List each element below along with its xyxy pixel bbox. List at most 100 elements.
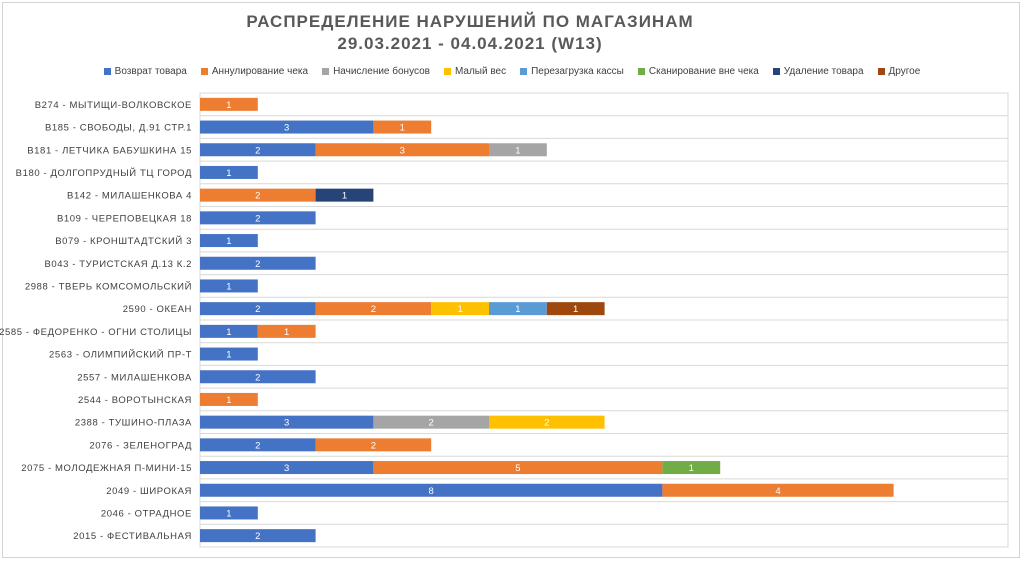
bar-segment xyxy=(200,392,258,406)
data-label: 2 xyxy=(255,145,260,156)
bar-segment xyxy=(200,302,316,316)
bar-segment xyxy=(200,234,258,248)
category-label: 2388 - ТУШИНО-ПЛАЗА xyxy=(75,418,192,429)
bar-segment xyxy=(200,415,374,429)
data-label: 3 xyxy=(284,123,289,134)
category-label: B181 - ЛЕТЧИКА БАБУШКИНА 15 xyxy=(27,145,192,156)
data-label: 1 xyxy=(226,350,231,361)
bar-segment xyxy=(662,483,894,497)
bar-segment xyxy=(200,97,258,111)
bar-segment xyxy=(431,302,489,316)
legend-label: Перезагрузка кассы xyxy=(531,66,624,77)
data-label: 2 xyxy=(544,418,549,429)
bar-segment xyxy=(373,415,489,429)
bar-segment xyxy=(200,461,374,475)
bar-segment xyxy=(200,143,316,157)
legend-swatch xyxy=(637,68,645,75)
bar-segment xyxy=(200,120,374,134)
data-label: 1 xyxy=(226,281,231,292)
category-label: 2557 - МИЛАШЕНКОВА xyxy=(77,372,192,383)
data-label: 1 xyxy=(573,304,578,315)
legend-item: Удаление товара xyxy=(772,66,864,77)
category-label: B043 - ТУРИСТСКАЯ Д.13 К.2 xyxy=(44,259,192,270)
legend-item: Начисление бонусов xyxy=(322,66,430,77)
bar-segment xyxy=(200,324,258,338)
data-label: 2 xyxy=(255,304,260,315)
chart-title: РАСПРЕДЕЛЕНИЕ НАРУШЕНИЙ ПО МАГАЗИНАМ xyxy=(246,12,694,31)
legend-label: Другое xyxy=(888,66,921,77)
data-label: 3 xyxy=(284,463,289,474)
data-label: 1 xyxy=(226,236,231,247)
bar-segment xyxy=(200,165,258,179)
legend-item: Аннулирование чека xyxy=(200,66,309,77)
bar-segment xyxy=(315,188,374,202)
category-label: 2544 - ВОРОТЫНСКАЯ xyxy=(78,395,192,406)
bar-segment xyxy=(489,302,547,316)
data-label: 2 xyxy=(255,213,260,224)
legend-swatch xyxy=(443,68,451,75)
data-label: 1 xyxy=(226,100,231,111)
data-label: 1 xyxy=(689,463,694,474)
data-label: 1 xyxy=(342,191,347,202)
data-label: 1 xyxy=(515,304,520,315)
data-label: 2 xyxy=(429,418,434,429)
category-label: 2585 - ФЕДОРЕНКО - ОГНИ СТОЛИЦЫ xyxy=(0,327,192,338)
category-label: 2076 - ЗЕЛЕНОГРАД xyxy=(89,440,192,451)
bar-segment xyxy=(373,120,432,134)
bar-segment xyxy=(489,143,547,157)
bar-segment xyxy=(546,302,605,316)
data-label: 1 xyxy=(515,145,520,156)
data-label: 4 xyxy=(775,486,780,497)
bar-segment xyxy=(489,415,605,429)
legend-swatch xyxy=(103,68,111,75)
data-label: 1 xyxy=(226,395,231,406)
data-label: 1 xyxy=(226,508,231,519)
data-label: 2 xyxy=(255,191,260,202)
legend-item: Малый вес xyxy=(443,66,507,77)
category-label: B180 - ДОЛГОПРУДНЫЙ ТЦ ГОРОД xyxy=(16,167,192,179)
bar-segment xyxy=(200,347,258,361)
category-label: 2049 - ШИРОКАЯ xyxy=(106,486,192,497)
bar-segment xyxy=(200,211,316,225)
legend-item: Возврат товара xyxy=(103,66,187,77)
category-label: 2563 - ОЛИМПИЙСКИЙ ПР-Т xyxy=(49,349,192,361)
bar-segment xyxy=(200,256,316,270)
category-label: B142 - МИЛАШЕНКОВА 4 xyxy=(67,191,192,202)
data-label: 8 xyxy=(429,486,434,497)
legend-label: Удаление товара xyxy=(783,66,864,77)
data-label: 2 xyxy=(371,440,376,451)
legend-swatch xyxy=(322,68,330,75)
bar-segment xyxy=(200,370,316,384)
legend-item: Перезагрузка кассы xyxy=(520,66,624,77)
legend-label: Аннулирование чека xyxy=(211,66,309,77)
chart-legend: Возврат товара Аннулирование чека Начислен… xyxy=(0,66,1024,77)
legend-swatch xyxy=(772,68,780,75)
bar-segment xyxy=(315,438,432,452)
data-label: 1 xyxy=(284,327,289,338)
legend-swatch xyxy=(877,68,885,75)
data-label: 3 xyxy=(284,418,289,429)
data-label: 1 xyxy=(226,168,231,179)
category-label: 2075 - МОЛОДЕЖНАЯ П-МИНИ-15 xyxy=(21,463,192,474)
bar-segment xyxy=(373,461,663,475)
legend-label: Сканирование вне чека xyxy=(648,66,759,77)
category-label: 2590 - ОКЕАН xyxy=(123,304,192,315)
legend-label: Малый вес xyxy=(454,66,507,77)
bar-segment xyxy=(200,438,316,452)
bar-segment xyxy=(200,188,316,202)
legend-item: Другое xyxy=(877,66,921,77)
legend-swatch xyxy=(520,68,528,75)
category-label: 2015 - ФЕСТИВАЛЬНАЯ xyxy=(73,531,192,542)
category-label: 2046 - ОТРАДНОЕ xyxy=(101,508,192,519)
data-label: 2 xyxy=(255,440,260,451)
data-label: 3 xyxy=(400,145,405,156)
bar-segment xyxy=(315,143,489,157)
category-label: B109 - ЧЕРЕПОВЕЦКАЯ 18 xyxy=(57,213,192,224)
bar-segment xyxy=(257,324,316,338)
bar-segment xyxy=(662,461,721,475)
data-label: 1 xyxy=(400,123,405,134)
category-label: B079 - КРОНШТАДТСКИЙ 3 xyxy=(55,235,192,247)
category-label: B185 - СВОБОДЫ, Д.91 СТР.1 xyxy=(45,123,192,134)
chart-subtitle: 29.03.2021 - 04.04.2021 (W13) xyxy=(337,34,603,53)
data-label: 2 xyxy=(255,259,260,270)
